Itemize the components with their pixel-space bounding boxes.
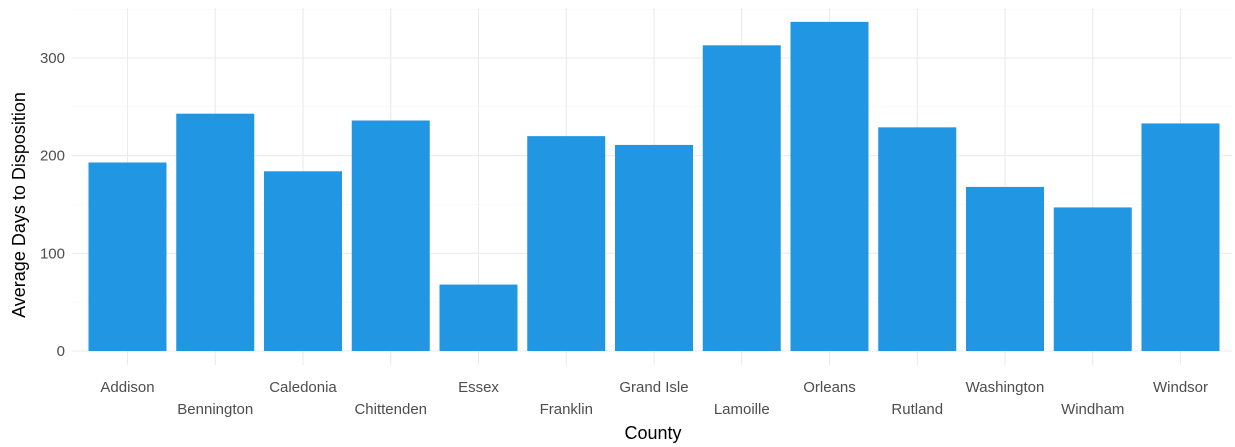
x-tick-label: Essex	[458, 379, 499, 396]
x-tick-label: Bennington	[177, 401, 253, 418]
bar-grand-isle	[615, 144, 693, 351]
bar-orleans	[790, 21, 869, 351]
x-tick-label: Addison	[100, 379, 154, 396]
bar-rutland	[878, 127, 957, 352]
y-tick-label: 200	[40, 148, 65, 165]
bar-windham	[1053, 207, 1132, 351]
x-tick-label: Windsor	[1153, 379, 1208, 396]
x-tick-label: Washington	[966, 379, 1045, 396]
x-tick-label: Windham	[1061, 401, 1124, 418]
x-axis-ticks: Addison Bennington Caledonia Chittenden Esse…	[100, 379, 1208, 418]
x-tick-label: Caledonia	[269, 379, 337, 396]
x-axis-title: County	[624, 423, 681, 443]
bar-franklin	[527, 136, 606, 351]
y-tick-label: 300	[40, 50, 65, 67]
y-tick-label: 0	[57, 343, 65, 360]
bar-caledonia	[264, 171, 342, 351]
x-tick-label: Lamoille	[714, 401, 770, 418]
bar-bennington	[176, 113, 255, 351]
x-tick-label: Franklin	[540, 401, 593, 418]
bar-addison	[88, 162, 167, 351]
x-tick-label: Orleans	[803, 379, 856, 396]
x-tick-label: Rutland	[891, 401, 943, 418]
bar-essex	[439, 284, 518, 351]
bars	[88, 21, 1220, 352]
bar-lamoille	[702, 45, 781, 351]
y-axis-title: Average Days to Disposition	[9, 92, 29, 318]
bar-washington	[966, 186, 1044, 351]
bar-windsor	[1141, 123, 1220, 351]
bar-chittenden	[351, 120, 430, 351]
y-tick-label: 100	[40, 245, 65, 262]
y-axis-ticks: 0 100 200 300	[40, 50, 65, 360]
x-tick-label: Grand Isle	[619, 379, 688, 396]
x-tick-label: Chittenden	[354, 401, 427, 418]
